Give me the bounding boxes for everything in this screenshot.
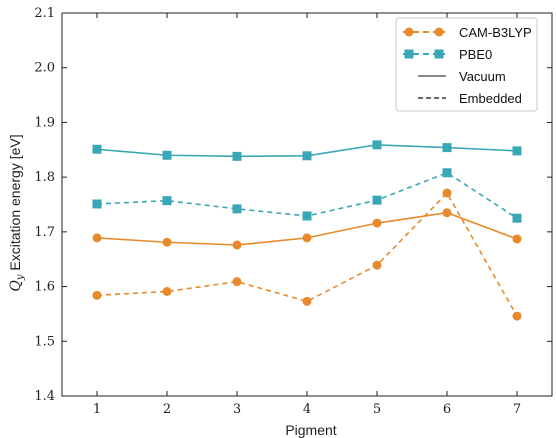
data-point-pbe0-embedded (512, 213, 522, 223)
y-tick-label: 1.4 (34, 389, 55, 404)
data-point-pbe0-embedded (372, 195, 382, 205)
data-point-pbe0-vacuum (92, 144, 102, 154)
data-point-pbe0-embedded (232, 204, 242, 214)
data-point-cam-b3lyp-embedded (302, 296, 312, 306)
data-point-pbe0-embedded (92, 199, 102, 209)
legend-label-cam-b3lyp: CAM-B3LYP (459, 25, 532, 40)
data-point-pbe0-vacuum (302, 151, 312, 161)
legend-entry-cam-b3lyp: CAM-B3LYP (403, 25, 532, 40)
data-point-cam-b3lyp-embedded (442, 188, 452, 198)
data-point-pbe0-vacuum (442, 143, 452, 153)
y-tick-label: 1.9 (34, 115, 55, 130)
legend-entry-embedded: Embedded (418, 91, 522, 106)
data-point-pbe0-vacuum (372, 140, 382, 150)
y-tick-label: 1.8 (34, 170, 55, 185)
x-tick-label: 3 (233, 402, 241, 417)
legend-marker-pbe0 (404, 49, 414, 59)
data-point-cam-b3lyp-vacuum (162, 237, 172, 247)
legend-label-embedded: Embedded (459, 91, 522, 106)
legend-label-pbe0: PBE0 (459, 47, 492, 62)
data-point-pbe0-vacuum (512, 146, 522, 156)
x-tick-label: 5 (373, 402, 381, 417)
y-axis-label-text: Excitation energy [eV] (7, 134, 23, 274)
data-point-cam-b3lyp-vacuum (372, 218, 382, 228)
y-axis-label-math: Q (8, 280, 24, 292)
y-axis-label: Qy Excitation energy [eV] (7, 134, 26, 291)
x-tick-label: 6 (443, 402, 451, 417)
y-tick-label: 2.0 (34, 61, 55, 76)
data-point-pbe0-vacuum (162, 150, 172, 160)
data-point-cam-b3lyp-embedded (372, 260, 382, 270)
y-tick-label: 1.6 (34, 280, 55, 295)
legend-box (395, 17, 538, 112)
data-point-cam-b3lyp-vacuum (92, 233, 102, 243)
legend-marker-cam-b3lyp-2 (434, 27, 444, 37)
data-point-pbe0-embedded (442, 168, 452, 178)
legend-marker-cam-b3lyp (404, 27, 414, 37)
data-point-cam-b3lyp-vacuum (512, 234, 522, 244)
data-point-cam-b3lyp-embedded (92, 290, 102, 300)
y-axis-label-sub: y (15, 274, 26, 281)
x-tick-label: 2 (163, 402, 171, 417)
data-point-cam-b3lyp-vacuum (442, 208, 452, 218)
data-point-pbe0-embedded (302, 211, 312, 221)
ticks-layer: 1 2 3 4 5 6 7 1.4 1.5 1.6 1.7 1.8 1.9 2.0 2.1 (34, 6, 552, 417)
x-axis-label: Pigment (285, 422, 336, 438)
x-tick-label: 4 (303, 402, 311, 417)
y-tick-label: 1.5 (34, 334, 55, 349)
x-tick-label: 7 (513, 402, 521, 417)
legend-marker-pbe0-2 (434, 49, 444, 59)
series-layer (92, 140, 522, 321)
legend-entry-vacuum: Vacuum (418, 69, 506, 84)
data-point-cam-b3lyp-embedded (232, 277, 242, 287)
legend-label-vacuum: Vacuum (459, 69, 506, 84)
y-tick-label: 1.7 (34, 225, 55, 240)
data-point-cam-b3lyp-embedded (512, 311, 522, 321)
legend: CAM-B3LYP PBE0 Vacuum Embedded (395, 17, 538, 112)
data-point-pbe0-vacuum (232, 151, 242, 161)
data-point-cam-b3lyp-vacuum (302, 233, 312, 243)
data-point-cam-b3lyp-vacuum (232, 240, 242, 250)
data-point-cam-b3lyp-embedded (162, 286, 172, 296)
y-tick-label: 2.1 (34, 6, 55, 21)
x-tick-label: 1 (93, 402, 101, 417)
legend-entry-pbe0: PBE0 (403, 47, 492, 62)
data-point-pbe0-embedded (162, 196, 172, 206)
